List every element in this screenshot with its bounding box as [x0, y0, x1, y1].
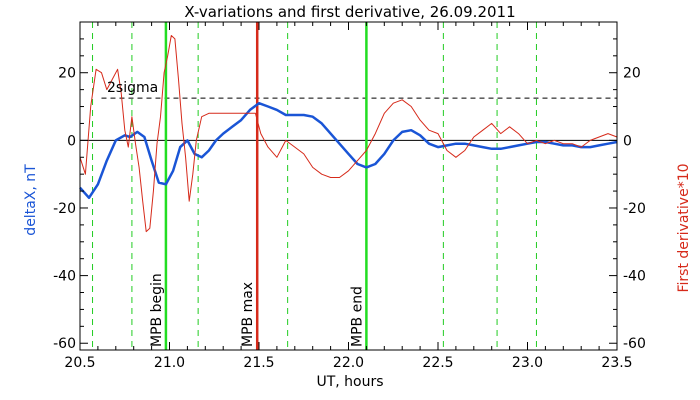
deltax-series-line [79, 101, 618, 200]
y-tick-label-right: 0 [623, 133, 632, 149]
mpb-markers-layer: MPB begin MPB max MPB end [149, 22, 368, 350]
y-tick-label-right: -60 [623, 336, 646, 352]
y-tick-label-left: -40 [53, 269, 76, 285]
y-axis-label-left: deltaX, nT [23, 164, 39, 236]
y-axis-label-right: First derivative*10 [676, 163, 692, 292]
chart-title: X-variations and first derivative, 26.09… [184, 3, 515, 21]
y-tick-label-left: 20 [58, 66, 76, 82]
y-tick-label-right: 20 [623, 66, 641, 82]
x-tick-label: 21.5 [243, 355, 274, 371]
y-tick-label-left: 0 [67, 133, 76, 149]
x-tick-label: 22.5 [422, 355, 453, 371]
y-tick-label-left: -20 [53, 201, 76, 217]
ticks-layer: 20.5 21.0 21.5 22.0 22.5 23.0 23.5 20 20 0 0 -20 -20… [53, 22, 646, 371]
derivative-series-line [79, 35, 618, 233]
x-axis-label: UT, hours [316, 374, 383, 390]
mpb-marker-label: MPB begin [149, 273, 165, 347]
mpb-marker-label: MPB end [349, 286, 365, 347]
series-layer [79, 35, 618, 233]
x-tick-label: 23.0 [512, 355, 543, 371]
x-tick-label: 21.0 [154, 355, 185, 371]
threshold-label: 2sigma [107, 80, 158, 96]
y-tick-label-right: -40 [623, 269, 646, 285]
y-tick-label-right: -20 [623, 201, 646, 217]
x-tick-label: 20.5 [64, 355, 95, 371]
x-tick-label: 22.0 [333, 355, 364, 371]
y-tick-label-left: -60 [53, 336, 76, 352]
mpb-marker-label: MPB max [240, 282, 256, 347]
x-tick-label: 23.5 [601, 355, 632, 371]
